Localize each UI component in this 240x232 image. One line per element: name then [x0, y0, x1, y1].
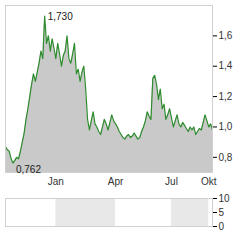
svg-text:1,6: 1,6: [219, 30, 233, 41]
svg-text:0,762: 0,762: [16, 164, 41, 175]
svg-text:5: 5: [219, 207, 225, 218]
svg-text:Jul: Jul: [165, 176, 178, 187]
svg-text:Jan: Jan: [48, 176, 64, 187]
svg-text:1,4: 1,4: [219, 60, 233, 71]
svg-text:1,2: 1,2: [219, 91, 233, 102]
svg-text:Okt: Okt: [201, 176, 217, 187]
svg-text:1,0: 1,0: [219, 121, 233, 132]
svg-text:10: 10: [219, 193, 231, 204]
svg-text:1,730: 1,730: [48, 11, 73, 22]
svg-text:0,8: 0,8: [219, 152, 233, 163]
svg-text:Apr: Apr: [108, 176, 124, 187]
svg-text:0: 0: [219, 221, 225, 232]
